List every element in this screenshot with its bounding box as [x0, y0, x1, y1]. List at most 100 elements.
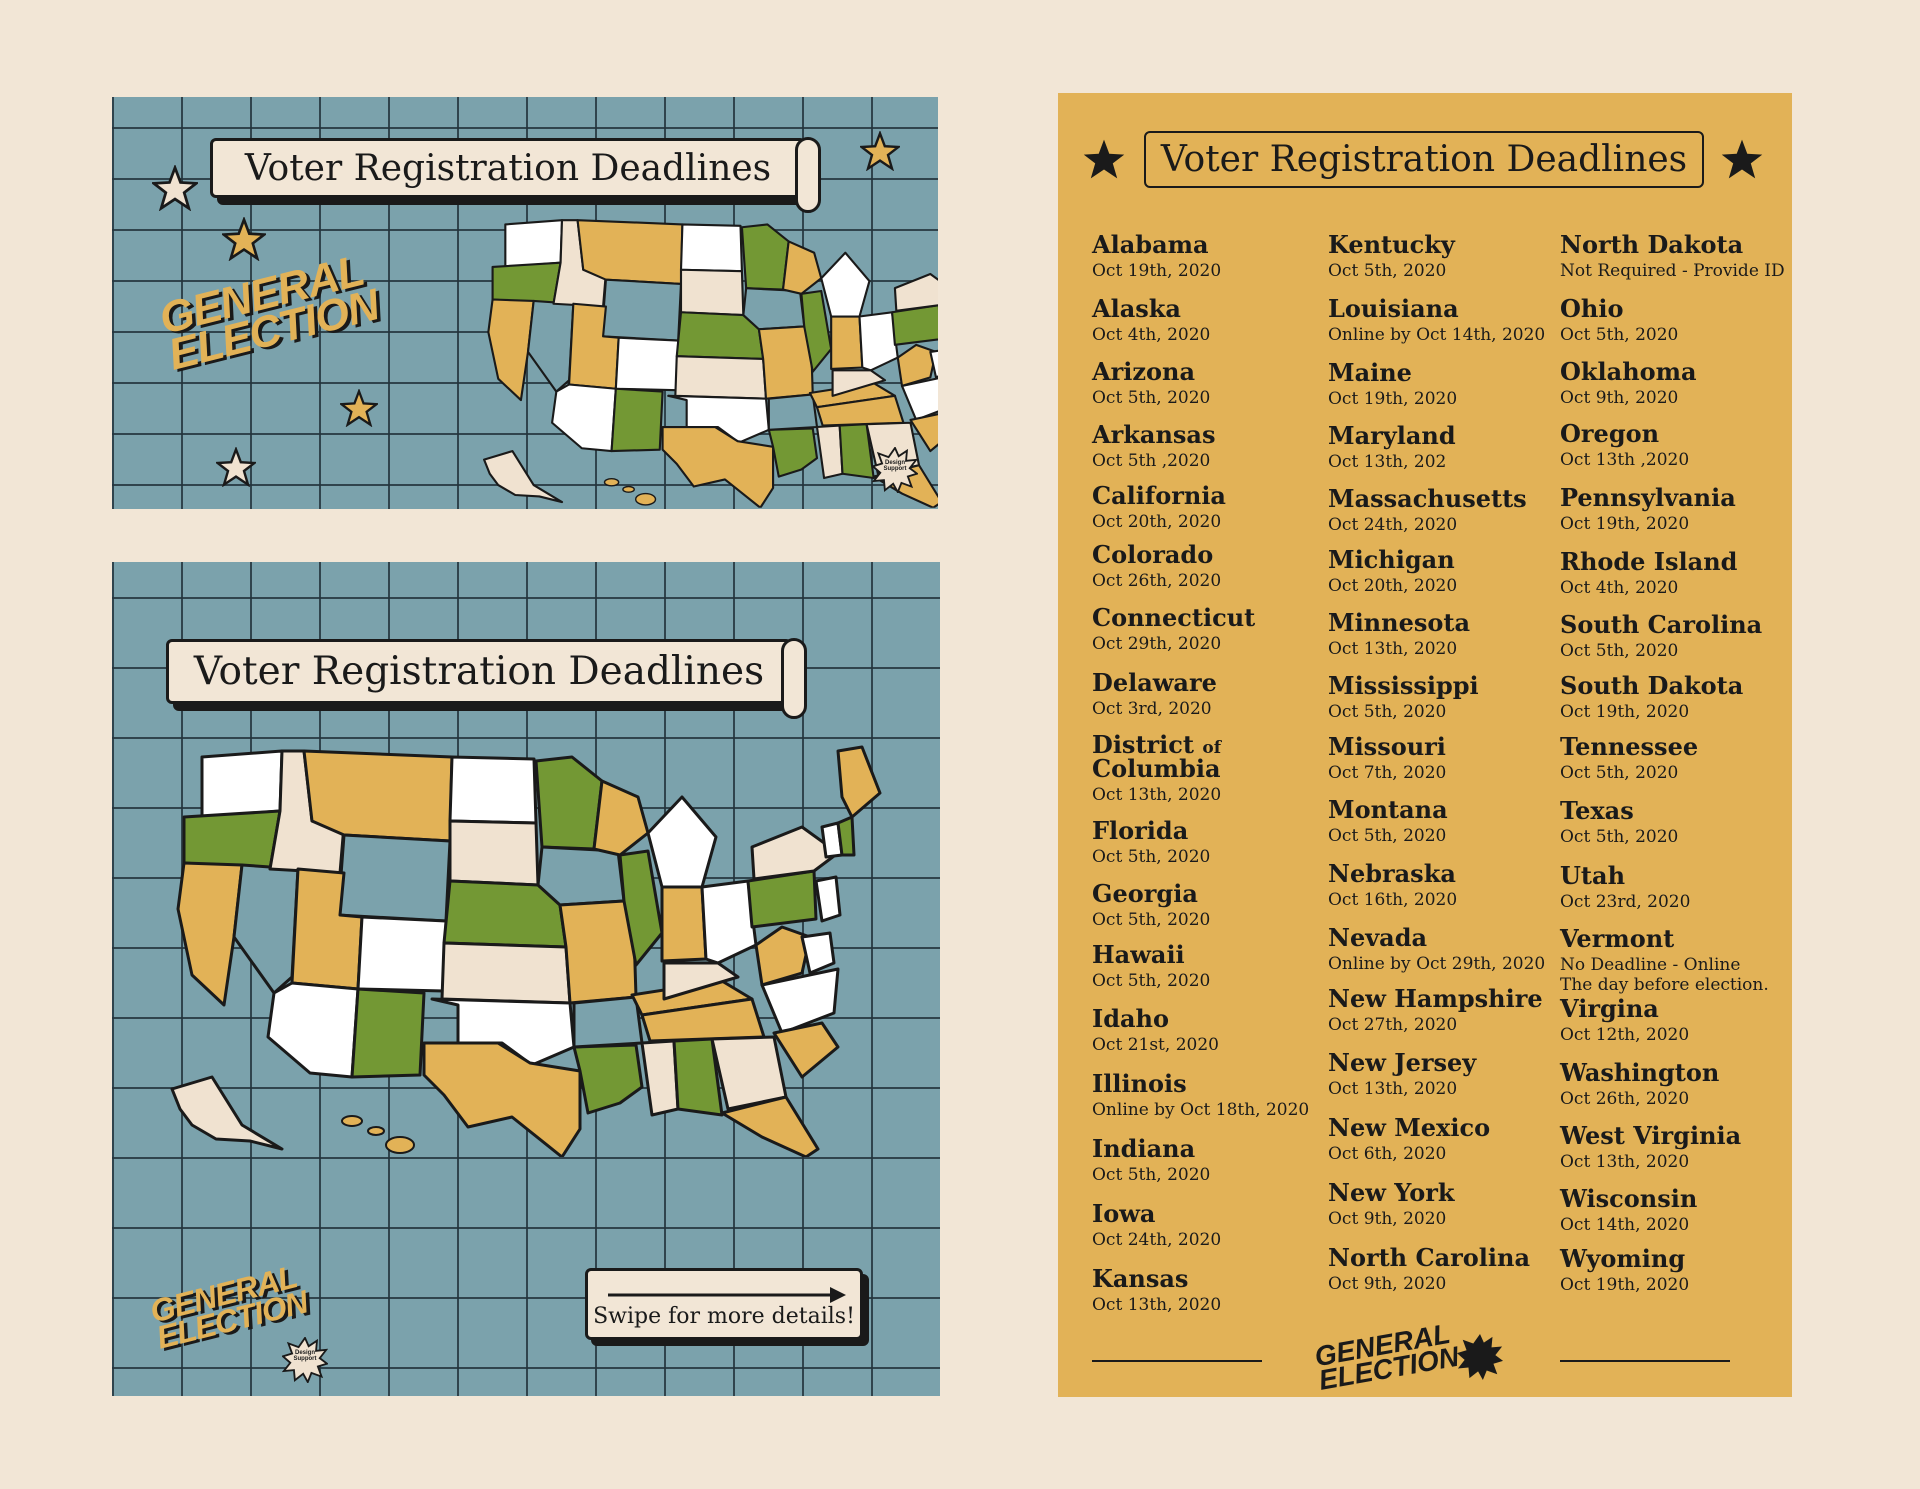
state-name: New Mexico — [1328, 1113, 1491, 1142]
state-entry: New Jersey Oct 13th, 2020 — [1328, 1051, 1476, 1100]
state-entry: Minnesota Oct 13th, 2020 — [1328, 608, 1471, 660]
state-deadline: Oct 13th, 202 — [1328, 452, 1447, 472]
arrow-right-icon — [608, 1287, 846, 1303]
burst-icon — [1456, 1333, 1504, 1381]
state-entry: Indiana Oct 5th, 2020 — [1092, 1134, 1211, 1186]
state-name: South Dakota — [1560, 671, 1744, 700]
state-deadline: Oct 5th, 2020 — [1092, 1165, 1211, 1185]
state-entry: Montana Oct 5th, 2020 — [1328, 795, 1448, 847]
star-icon — [222, 217, 266, 261]
title-banner: Voter Registration Deadlines — [210, 137, 821, 213]
state-name: Maryland — [1328, 421, 1456, 450]
state-name: Nebraska — [1328, 859, 1456, 888]
state-deadline: No Deadline - Online The day before elect… — [1560, 955, 1769, 996]
title-text: Voter Registration Deadlines — [1160, 139, 1688, 180]
state-name: New Hampshire — [1328, 984, 1543, 1013]
state-name: Virgina — [1560, 994, 1659, 1023]
state-name: Maine — [1328, 358, 1412, 387]
map-card-landscape: Voter Registration Deadlines GENERAL ELEC… — [112, 97, 938, 509]
state-deadline: Oct 9th, 2020 — [1560, 388, 1679, 408]
state-entry: Massachusetts Oct 24th, 2020 — [1328, 484, 1527, 536]
general-election-badge: GENERAL ELECTION — [1312, 1317, 1462, 1396]
state-deadline: Oct 5th, 2020 — [1328, 261, 1447, 281]
state-deadline: Oct 27th, 2020 — [1328, 1015, 1458, 1035]
state-entry: Delaware Oct 3rd, 2020 — [1092, 668, 1217, 720]
state-name: Indiana — [1092, 1134, 1196, 1163]
star-icon — [1082, 137, 1126, 181]
state-deadline: Not Required - Provide ID — [1560, 261, 1785, 281]
state-entry: Illinois Online by Oct 18th, 2020 — [1092, 1072, 1309, 1121]
state-entry: New York Oct 9th, 2020 — [1328, 1181, 1455, 1230]
state-name: Pennsylvania — [1560, 483, 1736, 512]
state-deadline: Oct 19th, 2020 — [1328, 389, 1458, 409]
state-name: Idaho — [1092, 1004, 1170, 1033]
state-entry: North Dakota Not Required - Provide ID — [1560, 230, 1785, 282]
state-deadline: Oct 19th, 2020 — [1560, 1275, 1690, 1295]
state-deadline: Oct 5th ,2020 — [1092, 451, 1211, 471]
design-support-stamp: Design Support — [282, 1337, 328, 1383]
state-name: Montana — [1328, 795, 1448, 824]
state-entry: Wyoming Oct 19th, 2020 — [1560, 1247, 1690, 1296]
title-text: Voter Registration Deadlines — [244, 147, 772, 189]
state-name: Georgia — [1092, 879, 1198, 908]
state-entry: District of Columbia Oct 13th, 2020 — [1092, 733, 1221, 806]
state-deadline: Oct 5th, 2020 — [1328, 826, 1447, 846]
state-entry: New Hampshire Oct 27th, 2020 — [1328, 984, 1543, 1036]
state-deadline: Oct 9th, 2020 — [1328, 1209, 1447, 1229]
deadlines-list-card: Voter Registration Deadlines Alabama Oct … — [1058, 93, 1792, 1397]
state-entry: Tennessee Oct 5th, 2020 — [1560, 735, 1698, 784]
state-entry: Washington Oct 26th, 2020 — [1560, 1061, 1719, 1110]
general-election-badge: GENERAL ELECTION — [154, 245, 384, 381]
state-deadline: Oct 5th, 2020 — [1092, 388, 1211, 408]
state-deadline: Oct 5th, 2020 — [1560, 641, 1679, 661]
state-name: West Virginia — [1560, 1121, 1742, 1150]
state-entry: Ohio Oct 5th, 2020 — [1560, 297, 1678, 346]
state-entry: Maryland Oct 13th, 202 — [1328, 421, 1456, 473]
state-deadline: Oct 5th, 2020 — [1560, 827, 1679, 847]
swipe-prompt[interactable]: Swipe for more details! — [585, 1268, 863, 1340]
state-name: Utah — [1560, 861, 1626, 890]
state-entry: Oklahoma Oct 9th, 2020 — [1560, 357, 1697, 409]
state-entry: Kentucky Oct 5th, 2020 — [1328, 233, 1455, 282]
state-entry: Texas Oct 5th, 2020 — [1560, 799, 1679, 848]
state-entry: South Dakota Oct 19th, 2020 — [1560, 671, 1744, 723]
state-name: Massachusetts — [1328, 484, 1527, 513]
state-name: Florida — [1092, 816, 1189, 845]
state-entry: Rhode Island Oct 4th, 2020 — [1560, 550, 1737, 599]
state-entry: Idaho Oct 21st, 2020 — [1092, 1004, 1219, 1056]
state-entry: Nebraska Oct 16th, 2020 — [1328, 859, 1458, 911]
state-entry: Colorado Oct 26th, 2020 — [1092, 543, 1221, 592]
state-entry: Maine Oct 19th, 2020 — [1328, 358, 1458, 410]
state-name: Mississippi — [1328, 671, 1479, 700]
state-name: Kansas — [1092, 1264, 1189, 1293]
map-card-portrait: Voter Registration Deadlines GENERAL ELEC… — [112, 562, 940, 1396]
footer-divider — [1560, 1360, 1730, 1362]
star-icon — [152, 165, 198, 211]
state-deadline: Oct 5th, 2020 — [1560, 763, 1679, 783]
state-deadline: Oct 16th, 2020 — [1328, 890, 1458, 910]
title-banner: Voter Registration Deadlines — [1144, 131, 1704, 188]
state-entry: Nevada Online by Oct 29th, 2020 — [1328, 926, 1546, 975]
state-entry: California Oct 20th, 2020 — [1092, 484, 1226, 533]
state-deadline: Oct 7th, 2020 — [1328, 763, 1447, 783]
state-name: Oklahoma — [1560, 357, 1697, 386]
state-name: Delaware — [1092, 668, 1217, 697]
state-entry: Wisconsin Oct 14th, 2020 — [1560, 1187, 1697, 1236]
star-icon — [216, 447, 256, 487]
state-deadline: Oct 9th, 2020 — [1328, 1274, 1447, 1294]
state-deadline: Oct 23rd, 2020 — [1560, 892, 1691, 912]
title-banner: Voter Registration Deadlines — [166, 638, 807, 719]
state-entry: Utah Oct 23rd, 2020 — [1560, 861, 1691, 913]
state-deadline: Oct 5th, 2020 — [1092, 847, 1211, 867]
state-name: Michigan — [1328, 545, 1455, 574]
state-deadline: Online by Oct 29th, 2020 — [1328, 954, 1546, 974]
state-entry: Pennsylvania Oct 19th, 2020 — [1560, 483, 1736, 535]
state-name: North Dakota — [1560, 230, 1744, 259]
state-deadline: Oct 13th, 2020 — [1328, 639, 1458, 659]
state-deadline: Online by Oct 14th, 2020 — [1328, 325, 1546, 345]
star-icon — [340, 389, 378, 427]
state-entry: Mississippi Oct 5th, 2020 — [1328, 671, 1479, 723]
state-entry: Louisiana Online by Oct 14th, 2020 — [1328, 297, 1546, 346]
state-entry: Missouri Oct 7th, 2020 — [1328, 735, 1447, 784]
state-name: Minnesota — [1328, 608, 1471, 637]
